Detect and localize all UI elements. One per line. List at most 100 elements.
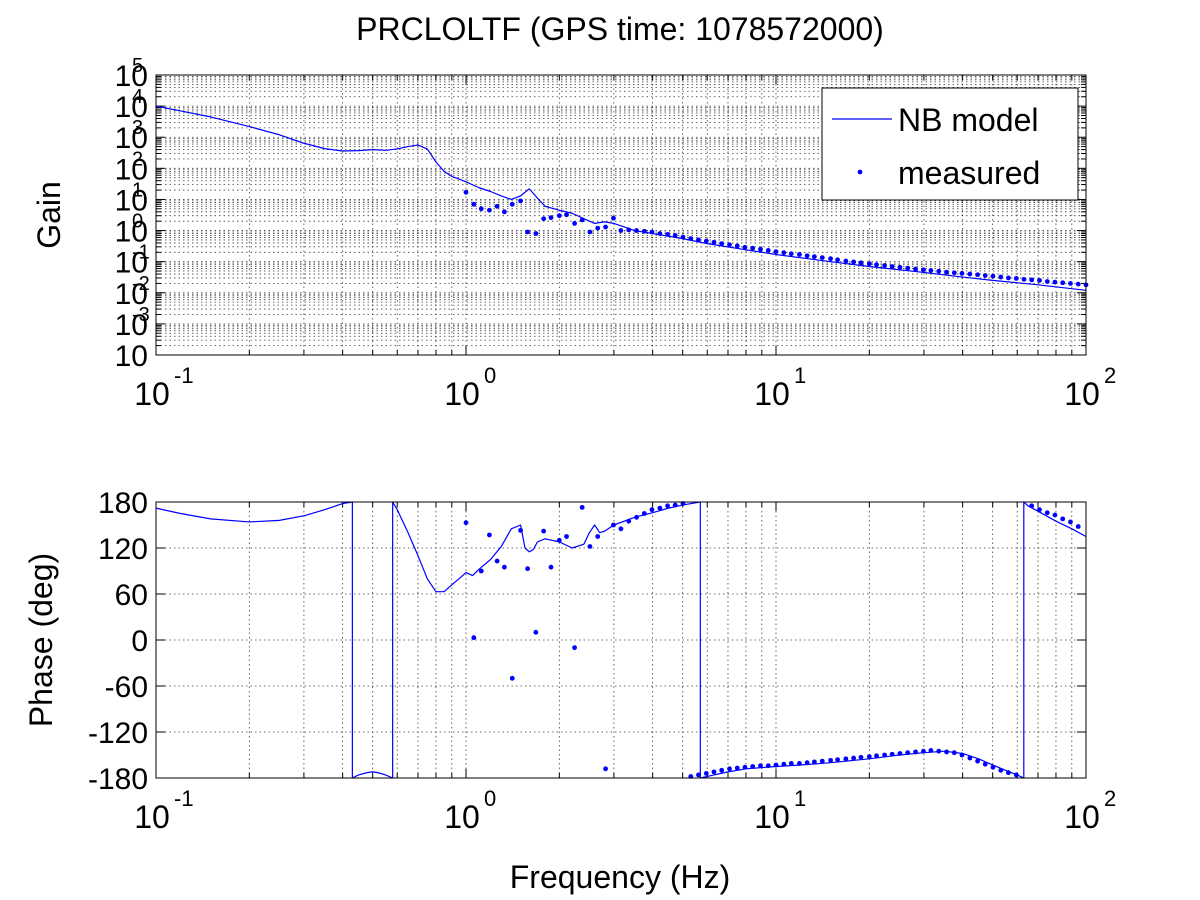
measured-point: [564, 534, 569, 539]
y-tick-label-exponent: 2: [132, 148, 143, 170]
y-tick-label: -180: [88, 763, 148, 796]
y-tick-label: 10: [115, 278, 148, 311]
measured-point: [889, 751, 895, 757]
measured-point: [471, 201, 477, 207]
measured-point: [471, 635, 477, 641]
measured-point: [634, 228, 639, 233]
y-tick-label: 0: [131, 625, 148, 658]
phase-measured-series: [463, 501, 1081, 779]
y-tick-label: 10: [115, 122, 148, 155]
measured-point: [858, 754, 864, 760]
phase-ticks: [155, 501, 1086, 779]
measured-point: [463, 520, 469, 526]
measured-point: [518, 527, 523, 533]
measured-point: [603, 766, 608, 772]
y-tick-label: 180: [98, 487, 148, 520]
measured-point: [781, 761, 787, 767]
y-tick-label-exponent: 3: [132, 117, 143, 139]
y-tick-label: 10: [115, 247, 148, 280]
x-tick-label-exponent: 2: [1104, 363, 1116, 388]
gain-measured-series: [463, 189, 1089, 288]
measured-point: [680, 234, 686, 240]
gain-y-axis-label: Gain: [31, 181, 67, 249]
measured-point: [788, 761, 794, 766]
measured-point: [618, 228, 624, 233]
measured-point: [541, 216, 547, 222]
measured-point: [944, 749, 949, 755]
x-tick-label-exponent: 1: [794, 786, 806, 811]
measured-point: [641, 511, 647, 516]
measured-point: [579, 504, 585, 510]
measured-point: [734, 243, 740, 249]
x-tick-label: 10: [134, 799, 170, 835]
legend-entry-measured: measured: [898, 155, 1040, 191]
measured-point: [975, 272, 980, 278]
measured-point: [626, 518, 632, 524]
measured-point: [773, 762, 779, 768]
chart-title: PRCLOLTF (GPS time: 1078572000): [356, 11, 884, 47]
phase-y-axis-label: Phase (deg): [23, 553, 59, 727]
y-tick-label: -120: [88, 717, 148, 750]
measured-point: [750, 764, 756, 769]
measured-point: [587, 229, 593, 235]
measured-point: [1037, 507, 1042, 513]
measured-point: [1044, 279, 1050, 284]
measured-point: [858, 260, 864, 266]
measured-point: [765, 763, 771, 769]
y-tick-label: 10: [115, 309, 148, 342]
measured-point: [874, 753, 879, 759]
y-tick-label: 120: [98, 533, 148, 566]
measured-point: [982, 273, 988, 278]
y-tick-label: -60: [105, 671, 148, 704]
measured-point: [773, 249, 779, 255]
legend: NB model measured: [821, 87, 1079, 201]
measured-point: [851, 755, 857, 761]
measured-point: [595, 534, 601, 539]
measured-point: [804, 760, 810, 766]
measured-point: [990, 273, 996, 279]
measured-point: [835, 757, 840, 762]
y-tick-label-exponent: 4: [132, 86, 143, 108]
y-tick-label: 10: [115, 184, 148, 217]
measured-point: [897, 751, 903, 756]
measured-point: [703, 238, 709, 244]
x-tick-label: 10: [444, 799, 480, 835]
measured-point: [719, 767, 725, 773]
measured-point: [548, 564, 554, 570]
measured-point: [1068, 519, 1073, 525]
measured-point: [882, 263, 887, 268]
measured-point: [487, 532, 492, 538]
phase-y-tick-labels: 180 120 60 0 -60 -120 -180: [88, 487, 148, 796]
measured-point: [579, 217, 585, 223]
y-tick-label-exponent: -1: [132, 242, 150, 264]
measured-point: [975, 758, 980, 764]
x-tick-label: 10: [1064, 799, 1100, 835]
phase-grid: [156, 502, 1086, 778]
measured-point: [998, 767, 1004, 773]
measured-point: [990, 764, 996, 770]
measured-point: [959, 270, 965, 276]
measured-point: [572, 220, 577, 226]
x-tick-label: 10: [754, 799, 790, 835]
measured-point: [843, 756, 849, 762]
measured-point: [758, 246, 763, 252]
measured-point: [959, 752, 965, 758]
y-tick-label: 10: [115, 216, 148, 249]
measured-point: [928, 268, 934, 273]
y-tick-label: 10: [115, 340, 148, 373]
y-tick-label-exponent: -2: [132, 273, 150, 295]
measured-point: [1060, 280, 1066, 286]
measured-point: [711, 769, 717, 775]
measured-point: [882, 752, 887, 758]
measured-point: [556, 213, 562, 219]
measured-point: [944, 269, 949, 275]
measured-point: [967, 271, 973, 277]
measured-point: [463, 189, 469, 195]
x-tick-label-exponent: -1: [174, 363, 194, 388]
x-tick-label-exponent: -1: [174, 786, 194, 811]
y-tick-label-exponent: 0: [132, 211, 143, 233]
measured-point: [811, 254, 817, 260]
x-tick-label: 10: [444, 376, 480, 412]
measured-point: [819, 758, 825, 764]
